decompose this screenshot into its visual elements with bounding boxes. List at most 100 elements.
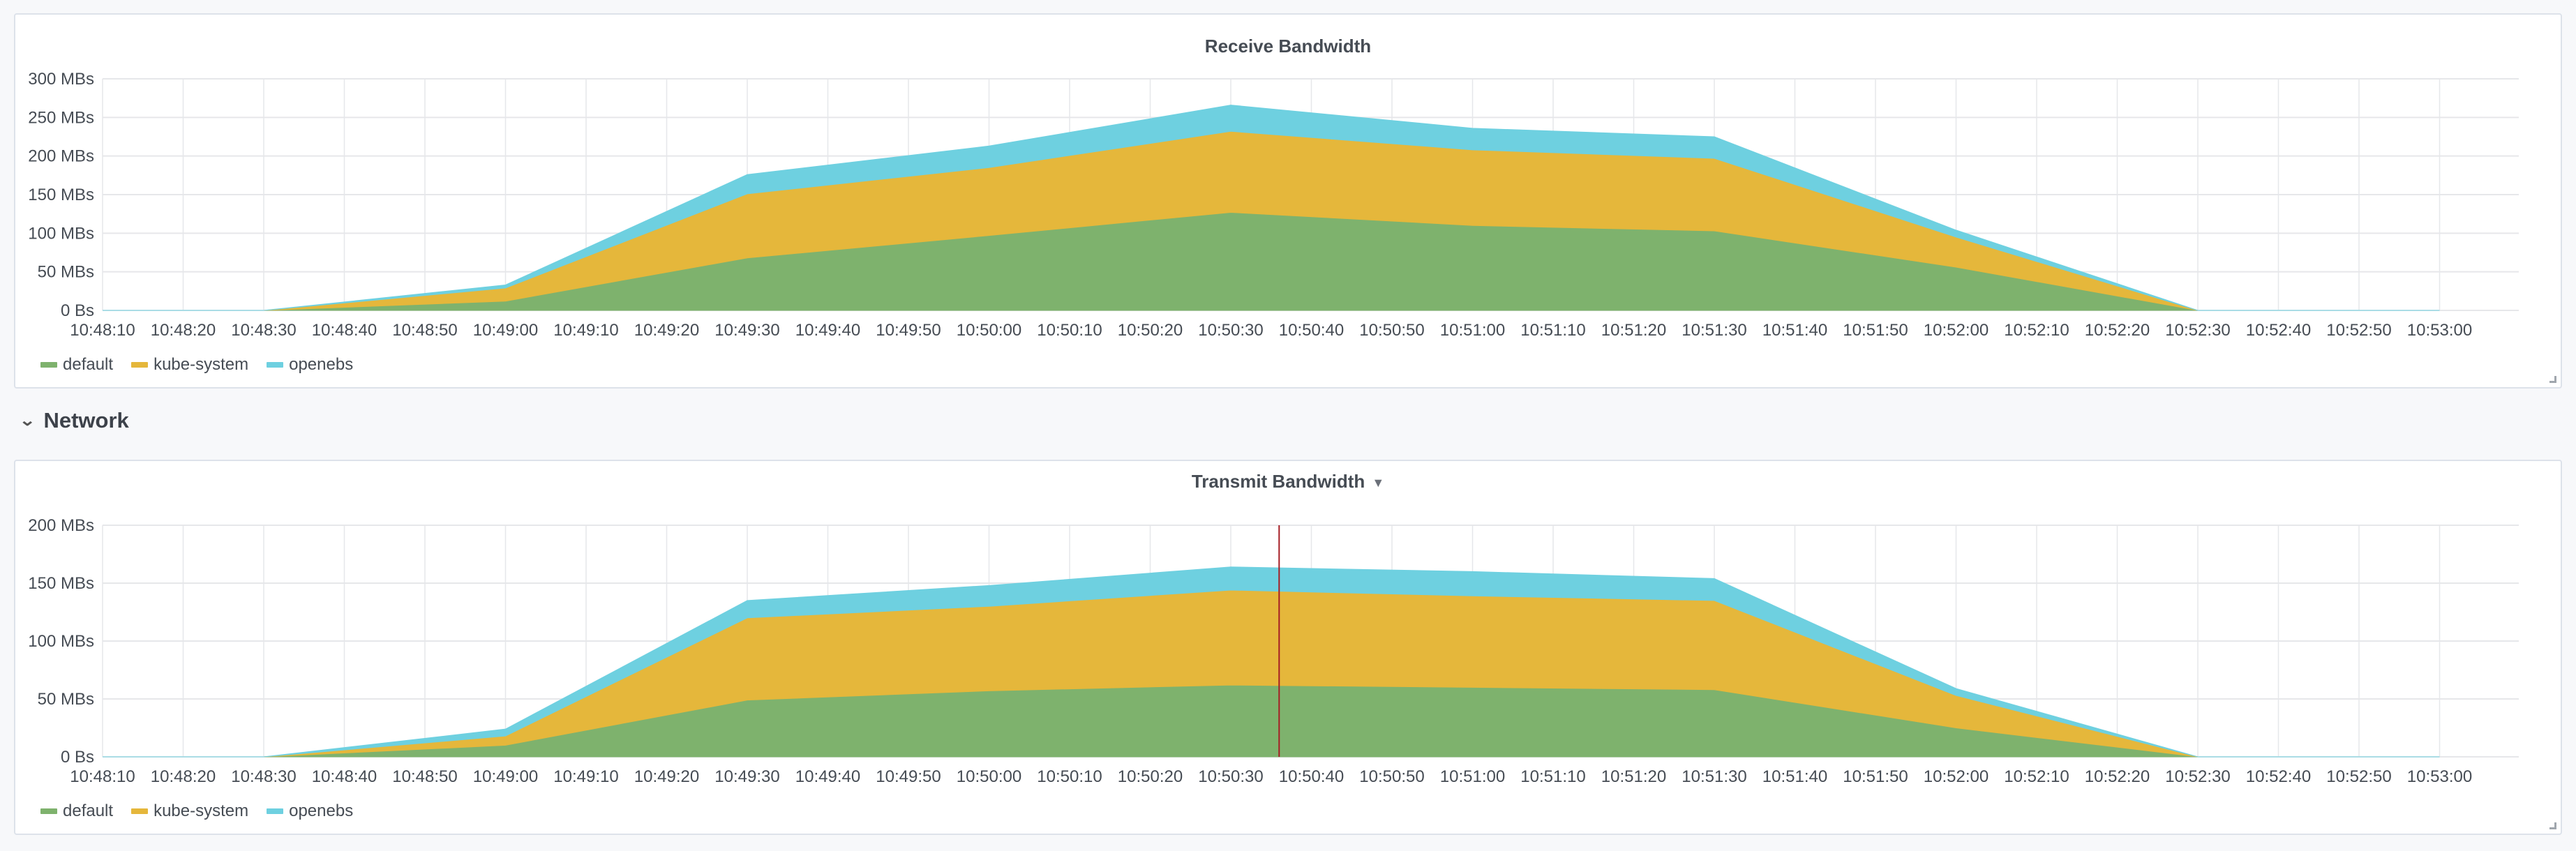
- y-tick-label: 150 MBs: [28, 186, 94, 204]
- x-tick-label: 10:49:00: [473, 321, 538, 340]
- panel-title-text: Receive Bandwidth: [1204, 36, 1372, 57]
- x-tick-label: 10:50:30: [1198, 321, 1263, 340]
- x-tick-label: 10:51:20: [1601, 767, 1666, 786]
- y-tick-label: 50 MBs: [38, 263, 94, 282]
- x-tick-label: 10:51:30: [1682, 321, 1746, 340]
- x-tick-label: 10:48:30: [231, 767, 296, 786]
- x-tick-label: 10:48:30: [231, 321, 296, 340]
- legend: default kube-system openebs: [40, 801, 353, 821]
- x-tick-label: 10:53:00: [2407, 321, 2472, 340]
- x-tick-label: 10:49:30: [714, 321, 779, 340]
- x-tick-label: 10:51:10: [1520, 767, 1585, 786]
- x-tick-label: 10:52:50: [2326, 767, 2391, 786]
- x-tick-label: 10:52:40: [2246, 321, 2311, 340]
- x-tick-label: 10:52:10: [2004, 321, 2069, 340]
- legend-item-default[interactable]: default: [40, 801, 113, 821]
- x-tick-label: 10:48:50: [392, 321, 457, 340]
- x-tick-label: 10:52:30: [2165, 767, 2230, 786]
- resize-handle-icon[interactable]: [2549, 376, 2556, 383]
- x-tick-label: 10:50:40: [1279, 767, 1344, 786]
- x-tick-label: 10:52:10: [2004, 767, 2069, 786]
- x-tick-label: 10:49:30: [714, 767, 779, 786]
- legend-label: openebs: [289, 801, 354, 820]
- x-tick-label: 10:50:50: [1359, 321, 1424, 340]
- row-network[interactable]: ⌄ Network: [19, 408, 129, 433]
- legend-swatch: [267, 362, 284, 368]
- legend-label: kube-system: [153, 355, 249, 374]
- y-tick-label: 100 MBs: [28, 632, 94, 651]
- legend-label: default: [63, 355, 114, 374]
- x-tick-label: 10:52:30: [2165, 321, 2230, 340]
- x-tick-label: 10:51:00: [1440, 767, 1505, 786]
- legend-item-kube-system[interactable]: kube-system: [131, 355, 248, 375]
- area-series-openebs: [103, 105, 2440, 311]
- x-tick-label: 10:48:10: [70, 321, 135, 340]
- x-tick-label: 10:48:40: [312, 767, 377, 786]
- y-tick-label: 50 MBs: [38, 690, 94, 709]
- transmit-bandwidth-chart[interactable]: 0 Bs 50 MBs 100 MBs 150 MBs 200 MBs 10:48:10 1…: [15, 461, 2563, 836]
- x-tick-label: 10:51:50: [1843, 321, 1908, 340]
- receive-bandwidth-chart[interactable]: 0 Bs 50 MBs 100 MBs 150 MBs 200 MBs 250 MBs 30…: [15, 15, 2563, 390]
- x-tick-label: 10:52:20: [2085, 321, 2150, 340]
- y-tick-label: 200 MBs: [28, 516, 94, 535]
- x-tick-label: 10:50:10: [1037, 767, 1102, 786]
- receive-bandwidth-panel: Receive Bandwidth 0 Bs 50 MBs 100 MBs 150 M…: [14, 13, 2562, 389]
- area-series-openebs: [103, 566, 2440, 758]
- x-tick-label: 10:49:40: [795, 767, 860, 786]
- x-tick-label: 10:48:50: [392, 767, 457, 786]
- legend-item-openebs[interactable]: openebs: [267, 801, 353, 821]
- legend-swatch: [131, 362, 149, 368]
- y-tick-label: 250 MBs: [28, 108, 94, 127]
- transmit-bandwidth-panel: Transmit Bandwidth ▼ 0 Bs 50 MBs 100 MBs 150…: [14, 460, 2562, 835]
- x-tick-label: 10:49:00: [473, 767, 538, 786]
- legend-swatch: [131, 808, 149, 814]
- legend-swatch: [40, 808, 57, 814]
- x-tick-label: 10:52:00: [1924, 767, 1989, 786]
- x-tick-label: 10:53:00: [2407, 767, 2472, 786]
- x-tick-label: 10:50:20: [1118, 321, 1183, 340]
- panel-title[interactable]: Transmit Bandwidth ▼: [15, 471, 2561, 492]
- x-tick-label: 10:48:20: [151, 767, 216, 786]
- row-title: Network: [43, 408, 129, 432]
- y-tick-label: 150 MBs: [28, 574, 94, 593]
- legend-label: default: [63, 801, 114, 820]
- legend-item-kube-system[interactable]: kube-system: [131, 801, 248, 821]
- x-tick-label: 10:51:30: [1682, 767, 1746, 786]
- x-tick-label: 10:49:50: [876, 321, 941, 340]
- x-tick-label: 10:50:00: [957, 321, 1021, 340]
- legend-label: openebs: [289, 355, 354, 374]
- chevron-down-icon: ⌄: [19, 412, 36, 429]
- y-tick-label: 0 Bs: [61, 748, 94, 767]
- x-tick-label: 10:50:50: [1359, 767, 1424, 786]
- y-tick-label: 200 MBs: [28, 147, 94, 166]
- x-tick-label: 10:50:00: [957, 767, 1021, 786]
- x-tick-label: 10:49:50: [876, 767, 941, 786]
- y-tick-label: 0 Bs: [61, 301, 94, 320]
- legend-swatch: [267, 808, 284, 814]
- x-tick-label: 10:52:50: [2326, 321, 2391, 340]
- x-tick-label: 10:50:20: [1118, 767, 1183, 786]
- x-tick-label: 10:49:40: [795, 321, 860, 340]
- x-tick-label: 10:50:40: [1279, 321, 1344, 340]
- panel-title[interactable]: Receive Bandwidth: [15, 36, 2561, 57]
- x-tick-label: 10:51:10: [1520, 321, 1585, 340]
- caret-down-icon[interactable]: ▼: [1372, 475, 1385, 490]
- x-tick-label: 10:52:20: [2085, 767, 2150, 786]
- x-tick-label: 10:49:20: [634, 321, 699, 340]
- legend-swatch: [40, 362, 57, 368]
- y-tick-label: 300 MBs: [28, 70, 94, 89]
- x-tick-label: 10:50:10: [1037, 321, 1102, 340]
- x-tick-label: 10:51:00: [1440, 321, 1505, 340]
- panel-title-text: Transmit Bandwidth: [1191, 471, 1365, 492]
- y-tick-label: 100 MBs: [28, 224, 94, 243]
- x-tick-label: 10:51:40: [1762, 321, 1827, 340]
- x-tick-label: 10:50:30: [1198, 767, 1263, 786]
- legend-item-default[interactable]: default: [40, 355, 113, 375]
- x-tick-label: 10:52:40: [2246, 767, 2311, 786]
- legend-item-openebs[interactable]: openebs: [267, 355, 353, 375]
- resize-handle-icon[interactable]: [2549, 822, 2556, 829]
- legend-label: kube-system: [153, 801, 249, 820]
- x-tick-label: 10:49:20: [634, 767, 699, 786]
- x-tick-label: 10:48:40: [312, 321, 377, 340]
- legend: default kube-system openebs: [40, 355, 353, 375]
